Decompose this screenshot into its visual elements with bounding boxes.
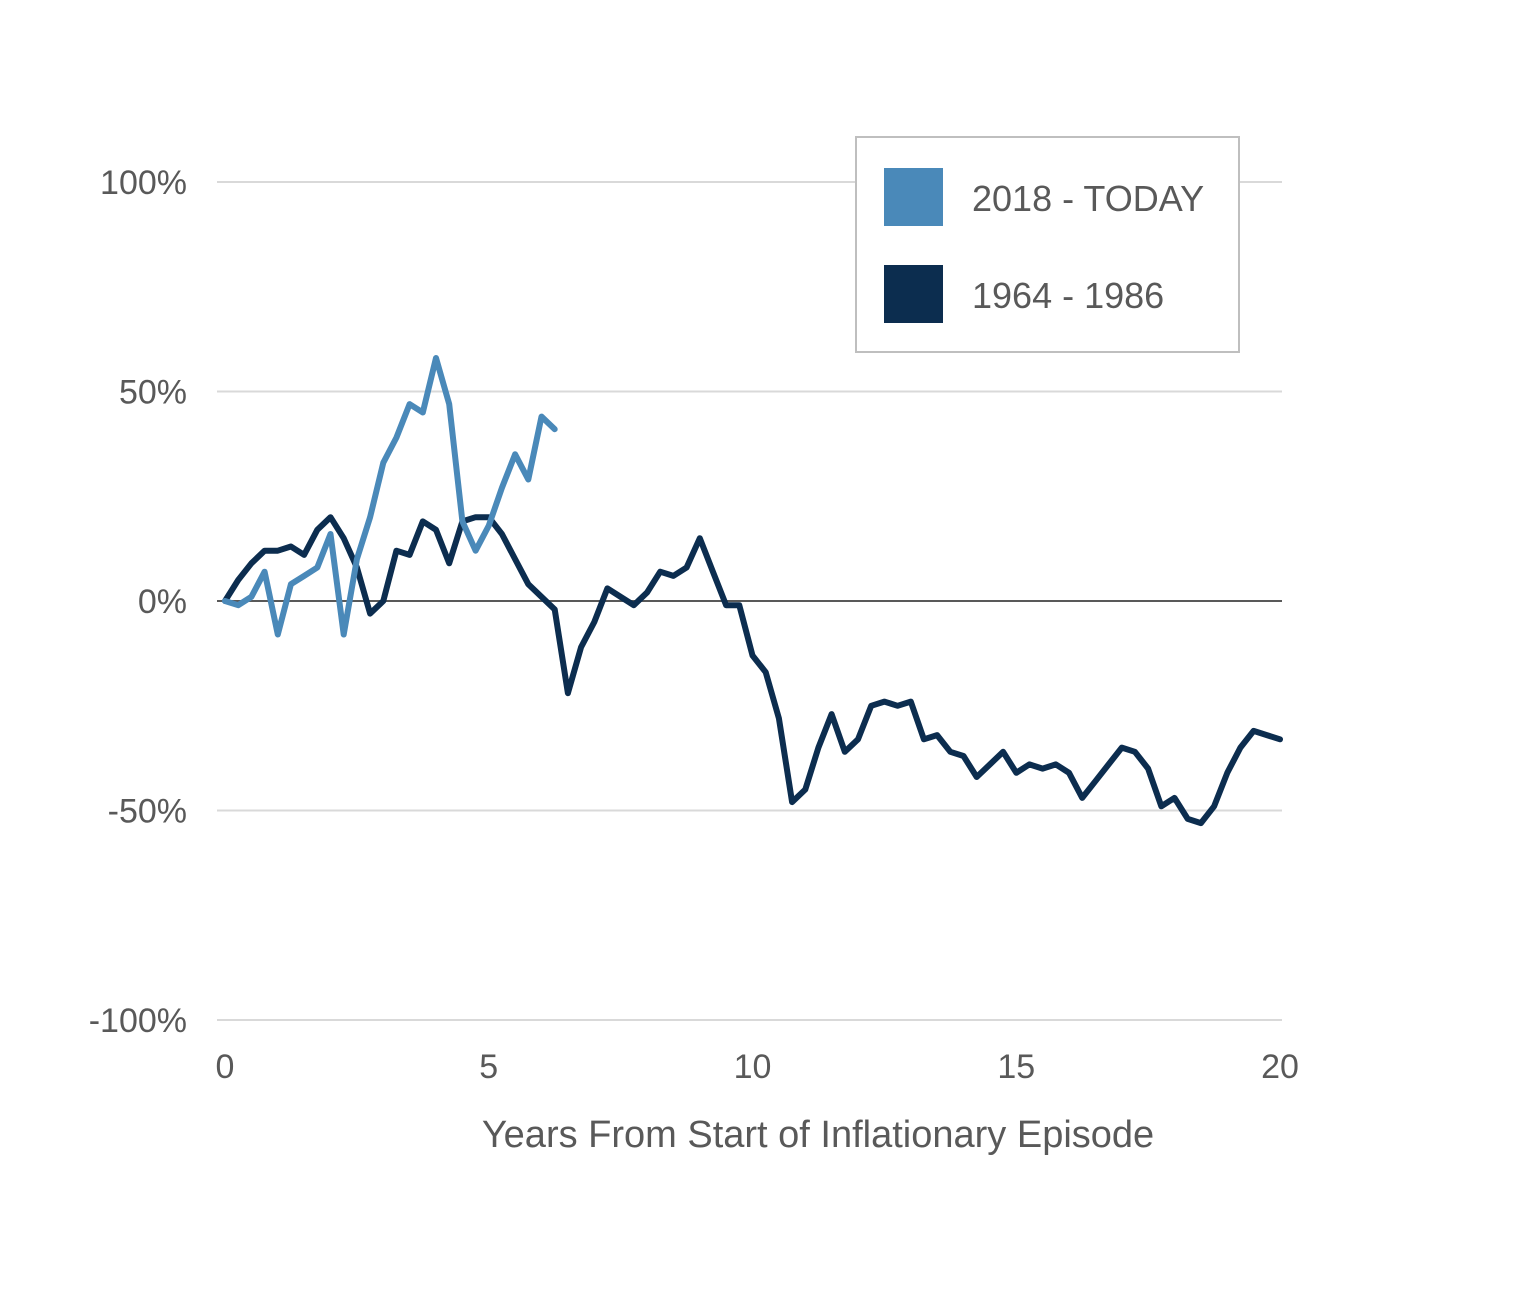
y-tick-label: 50%	[119, 374, 187, 412]
x-tick-label: 15	[997, 1048, 1035, 1086]
legend-items: 2018 - TODAY 1964 - 1986	[884, 168, 1204, 323]
legend-swatch	[884, 265, 943, 323]
x-tick-label: 0	[216, 1048, 235, 1086]
x-axis-tick-labels: 0 5 10 15 20	[216, 1048, 1299, 1086]
series-lines	[222, 355, 1283, 827]
x-tick-label: 5	[479, 1048, 498, 1086]
legend-label: 2018 - TODAY	[972, 178, 1204, 219]
y-tick-label: -50%	[108, 793, 187, 831]
x-tick-label: 10	[734, 1048, 772, 1086]
y-tick-label: -100%	[89, 1002, 187, 1040]
legend-swatch	[884, 168, 943, 226]
x-axis-title: Years From Start of Inflationary Episode	[482, 1114, 1154, 1156]
y-tick-label: 100%	[100, 164, 187, 202]
legend-label: 1964 - 1986	[972, 275, 1164, 316]
x-tick-label: 20	[1261, 1048, 1299, 1086]
y-tick-label: 0%	[138, 583, 187, 621]
legend: 2018 - TODAY 1964 - 1986	[855, 136, 1240, 353]
series-line-0	[222, 355, 558, 638]
y-axis-tick-labels: 100% 50% 0% -50% -100%	[89, 164, 187, 1040]
series-line-1	[222, 514, 1283, 827]
